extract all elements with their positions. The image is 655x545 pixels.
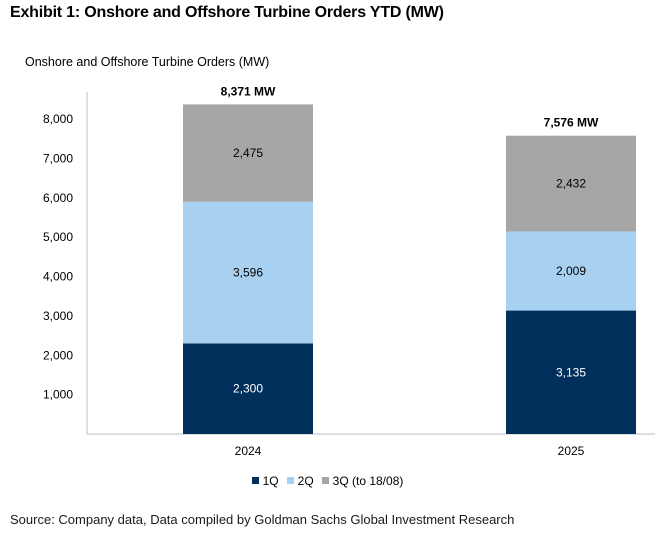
- bar-segment: [183, 104, 313, 202]
- source-note: Source: Company data, Data compiled by G…: [10, 512, 515, 527]
- y-tick-label: 7,000: [43, 151, 73, 165]
- legend-label: 1Q: [262, 474, 279, 488]
- bar-segment: [506, 231, 636, 311]
- bar-segment: [183, 201, 313, 344]
- y-tick-label: 6,000: [43, 191, 73, 205]
- bars: [183, 104, 636, 434]
- bar-value-label: 3,596: [233, 266, 263, 280]
- chart-title: Onshore and Offshore Turbine Orders (MW): [25, 55, 269, 69]
- x-tick-label: 2024: [235, 444, 262, 458]
- data-labels: 2,300 3,596 2,475 8,371 MW 3,135 2,009 2,432 7,…: [221, 84, 599, 395]
- legend-swatch: [321, 477, 329, 485]
- bar-segment: [506, 135, 636, 232]
- bar-value-label: 2,432: [556, 177, 586, 191]
- y-tick-label: 1,000: [43, 388, 73, 402]
- bar-total-label: 7,576 MW: [544, 116, 599, 130]
- legend-item: 2Q: [286, 474, 314, 488]
- x-tick-label: 2025: [558, 444, 585, 458]
- bar-segment: [183, 343, 313, 434]
- legend-label: 3Q (to 18/08): [332, 474, 404, 488]
- axes: 1,000 2,000 3,000 4,000 5,000 6,000 7,000 8,000…: [43, 92, 655, 458]
- legend-swatch: [251, 477, 259, 485]
- bar-segment: [506, 310, 636, 434]
- y-tick-label: 3,000: [43, 309, 73, 323]
- exhibit-title: Exhibit 1: Onshore and Offshore Turbine …: [10, 4, 444, 21]
- legend: 1Q 2Q 3Q (to 18/08): [0, 474, 655, 488]
- legend-label: 2Q: [297, 474, 314, 488]
- y-tick-label: 8,000: [43, 112, 73, 126]
- legend-item: 3Q (to 18/08): [321, 474, 404, 488]
- bar-value-label: 2,300: [233, 382, 263, 396]
- y-tick-label: 2,000: [43, 348, 73, 362]
- legend-item: 1Q: [251, 474, 279, 488]
- legend-swatch: [286, 477, 294, 485]
- bar-value-label: 2,475: [233, 146, 263, 160]
- bar-total-label: 8,371 MW: [221, 84, 276, 98]
- bar-value-label: 2,009: [556, 264, 586, 278]
- y-tick-label: 4,000: [43, 270, 73, 284]
- bar-value-label: 3,135: [556, 365, 586, 379]
- stacked-bar-chart: Onshore and Offshore Turbine Orders (MW)…: [25, 55, 655, 458]
- y-tick-label: 5,000: [43, 230, 73, 244]
